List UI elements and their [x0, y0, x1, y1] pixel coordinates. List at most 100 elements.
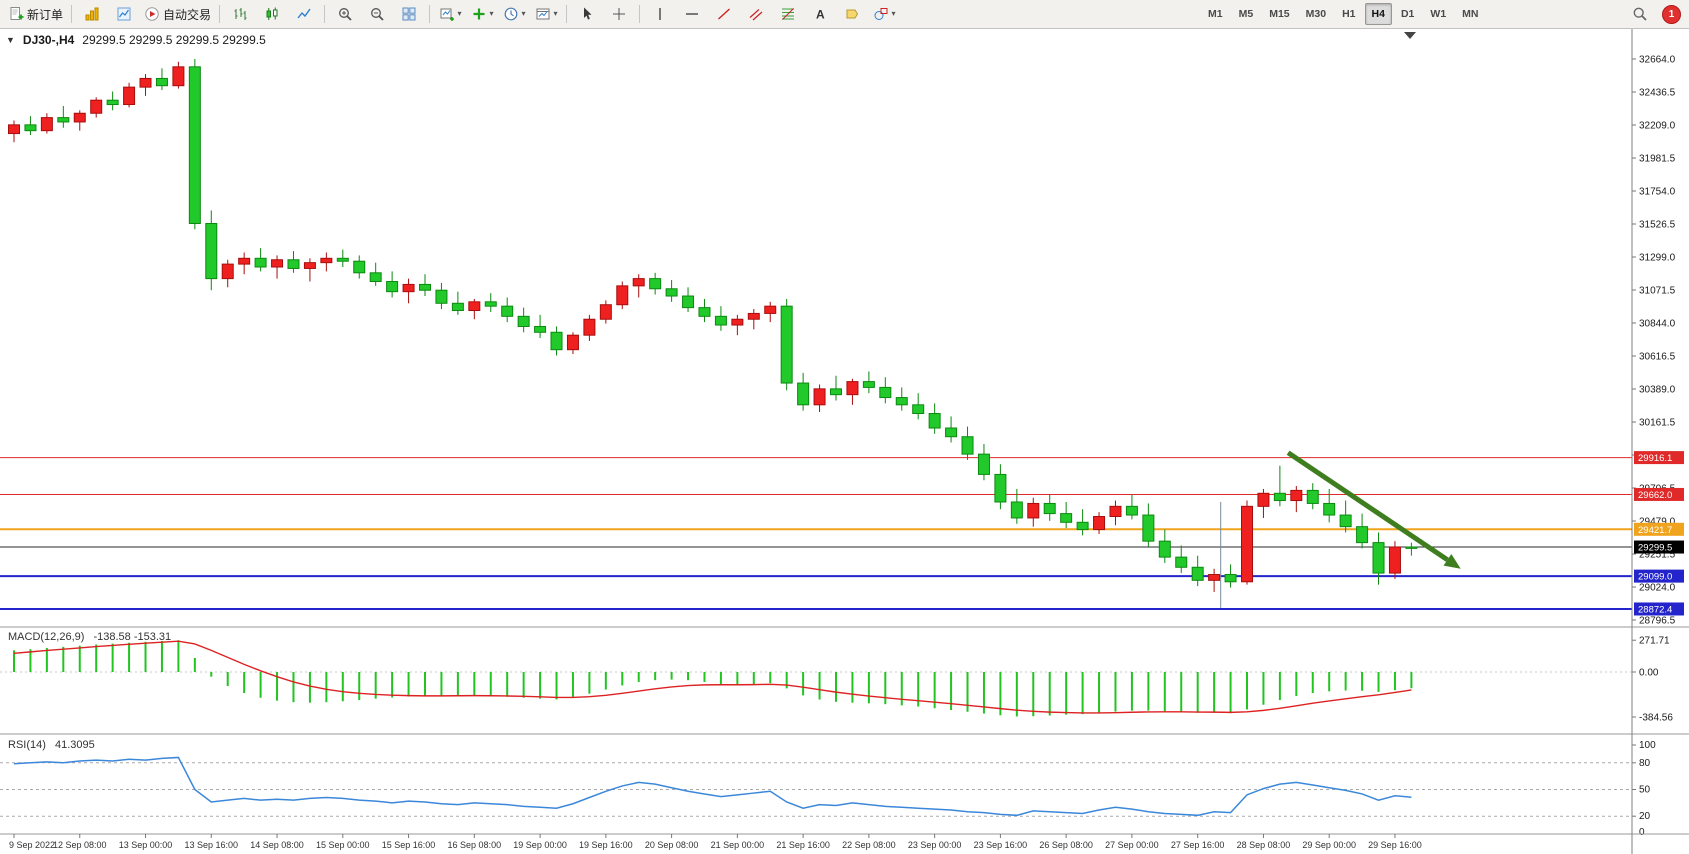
timeframe-button-M1[interactable]: M1: [1208, 8, 1223, 20]
autotrading-label: 自动交易: [163, 7, 212, 22]
svg-text:100: 100: [1639, 740, 1656, 751]
svg-text:30844.0: 30844.0: [1639, 318, 1676, 329]
svg-text:31754.0: 31754.0: [1639, 186, 1676, 197]
svg-text:15 Sep 16:00: 15 Sep 16:00: [382, 840, 436, 850]
zoom-in-icon: [339, 8, 352, 21]
notification-badge[interactable]: 1: [1662, 4, 1681, 24]
candlestick-series: [8, 59, 1418, 592]
new-chart-icon: [440, 8, 454, 21]
label-tool-button[interactable]: [836, 2, 868, 26]
quick-trade-toggle-icon[interactable]: ▼: [6, 35, 15, 45]
svg-text:22 Sep 08:00: 22 Sep 08:00: [842, 840, 896, 850]
timeframe-button-M30[interactable]: M30: [1305, 8, 1327, 20]
indicators-plus-icon: [473, 8, 485, 20]
toolbar-right: 1: [1624, 2, 1685, 26]
vertical-line-tool-button[interactable]: [644, 2, 676, 26]
svg-text:26 Sep 08:00: 26 Sep 08:00: [1039, 840, 1093, 850]
clock-icon: [504, 7, 517, 21]
search-button[interactable]: [1624, 2, 1656, 26]
channel-icon: [749, 9, 763, 21]
toolbar: 新订单 自动交易 ▾ ▾ ▾ ▾: [0, 0, 1689, 29]
cursor-icon: [584, 7, 592, 20]
svg-text:12 Sep 08:00: 12 Sep 08:00: [53, 840, 107, 850]
timeframe-toolbar: M1 M5 M15 M30 H1 H4 D1 W1 MN: [1200, 3, 1486, 25]
new-order-label: 新订单: [27, 7, 64, 22]
svg-text:29421.7: 29421.7: [1638, 525, 1672, 536]
timeframe-button-M5[interactable]: M5: [1238, 8, 1254, 20]
svg-text:31071.5: 31071.5: [1639, 285, 1676, 296]
candlestick-icon: [266, 7, 278, 20]
svg-text:23 Sep 16:00: 23 Sep 16:00: [974, 840, 1028, 850]
svg-text:32664.0: 32664.0: [1639, 55, 1676, 66]
svg-text:30616.5: 30616.5: [1639, 351, 1676, 362]
market-watch-button[interactable]: [108, 2, 140, 26]
candlestick-mode-button[interactable]: [256, 2, 288, 26]
toolbar-separator: [639, 5, 641, 23]
channel-tool-button[interactable]: [740, 2, 772, 26]
line-chart-mode-button[interactable]: [288, 2, 320, 26]
svg-text:28 Sep 08:00: 28 Sep 08:00: [1237, 840, 1291, 850]
toolbar-separator: [71, 5, 73, 23]
horizontal-line-tool-button[interactable]: [676, 2, 708, 26]
autotrading-button[interactable]: 自动交易: [140, 2, 215, 26]
text-icon: A: [816, 8, 825, 22]
zoom-out-button[interactable]: [361, 2, 393, 26]
new-order-icon: [10, 7, 24, 20]
shapes-tool-button[interactable]: ▾: [868, 2, 900, 26]
tile-windows-button[interactable]: [393, 2, 425, 26]
toolbar-separator: [324, 5, 326, 23]
charts-button[interactable]: [76, 2, 108, 26]
macd-indicator: 271.71 0.00 -384.56: [0, 636, 1673, 723]
zoom-out-icon: [371, 8, 384, 21]
svg-text:31981.5: 31981.5: [1639, 153, 1676, 164]
timeframe-button-H1[interactable]: H1: [1342, 8, 1356, 20]
svg-text:32436.5: 32436.5: [1639, 87, 1676, 98]
trend-arrow-object[interactable]: [1286, 450, 1461, 569]
svg-text:27 Sep 00:00: 27 Sep 00:00: [1105, 840, 1159, 850]
toolbar-separator: [219, 5, 221, 23]
svg-text:29251.5: 29251.5: [1639, 549, 1676, 560]
dropdown-caret-icon: ▾: [489, 9, 494, 18]
trendline-tool-button[interactable]: [708, 2, 740, 26]
trendline-icon: [718, 8, 731, 20]
timeframe-button-W1[interactable]: W1: [1430, 8, 1447, 20]
svg-text:23 Sep 00:00: 23 Sep 00:00: [908, 840, 962, 850]
chart-shift-marker[interactable]: [1404, 32, 1416, 39]
svg-text:29662.0: 29662.0: [1638, 490, 1672, 501]
timeframe-button-M15[interactable]: M15: [1269, 8, 1290, 20]
templates-button[interactable]: ▾: [530, 2, 562, 26]
svg-text:31526.5: 31526.5: [1639, 219, 1676, 230]
dropdown-caret-icon: ▾: [457, 9, 462, 18]
text-tool-button[interactable]: A: [804, 2, 836, 26]
svg-text:16 Sep 08:00: 16 Sep 08:00: [448, 840, 502, 850]
bar-chart-mode-button[interactable]: [224, 2, 256, 26]
svg-text:9 Sep 2022: 9 Sep 2022: [9, 840, 55, 850]
dropdown-caret-icon: ▾: [891, 9, 896, 18]
periods-button[interactable]: ▾: [498, 2, 530, 26]
svg-text:20: 20: [1639, 811, 1651, 822]
new-order-button[interactable]: 新订单: [4, 2, 67, 26]
svg-text:29 Sep 16:00: 29 Sep 16:00: [1368, 840, 1422, 850]
svg-text:29299.5: 29299.5: [1638, 543, 1672, 554]
svg-text:0: 0: [1639, 827, 1645, 838]
timeframe-button-D1[interactable]: D1: [1400, 8, 1415, 20]
indicators-button[interactable]: ▾: [466, 2, 498, 26]
line-chart-icon: [297, 8, 311, 19]
svg-text:30389.0: 30389.0: [1639, 384, 1676, 395]
crosshair-button[interactable]: [603, 2, 635, 26]
crosshair-icon: [613, 8, 626, 20]
new-chart-button[interactable]: ▾: [434, 2, 466, 26]
svg-text:32209.0: 32209.0: [1639, 120, 1676, 131]
timeframe-button-H4[interactable]: H4: [1364, 3, 1392, 25]
fibonacci-tool-button[interactable]: [772, 2, 804, 26]
cursor-button[interactable]: [571, 2, 603, 26]
horizontal-line-objects[interactable]: [0, 457, 1632, 610]
svg-text:14 Sep 08:00: 14 Sep 08:00: [250, 840, 304, 850]
toolbar-separator: [429, 5, 431, 23]
toolbar-separator: [566, 5, 568, 23]
timeframe-button-MN[interactable]: MN: [1462, 8, 1479, 20]
svg-text:50: 50: [1639, 785, 1651, 796]
zoom-in-button[interactable]: [329, 2, 361, 26]
